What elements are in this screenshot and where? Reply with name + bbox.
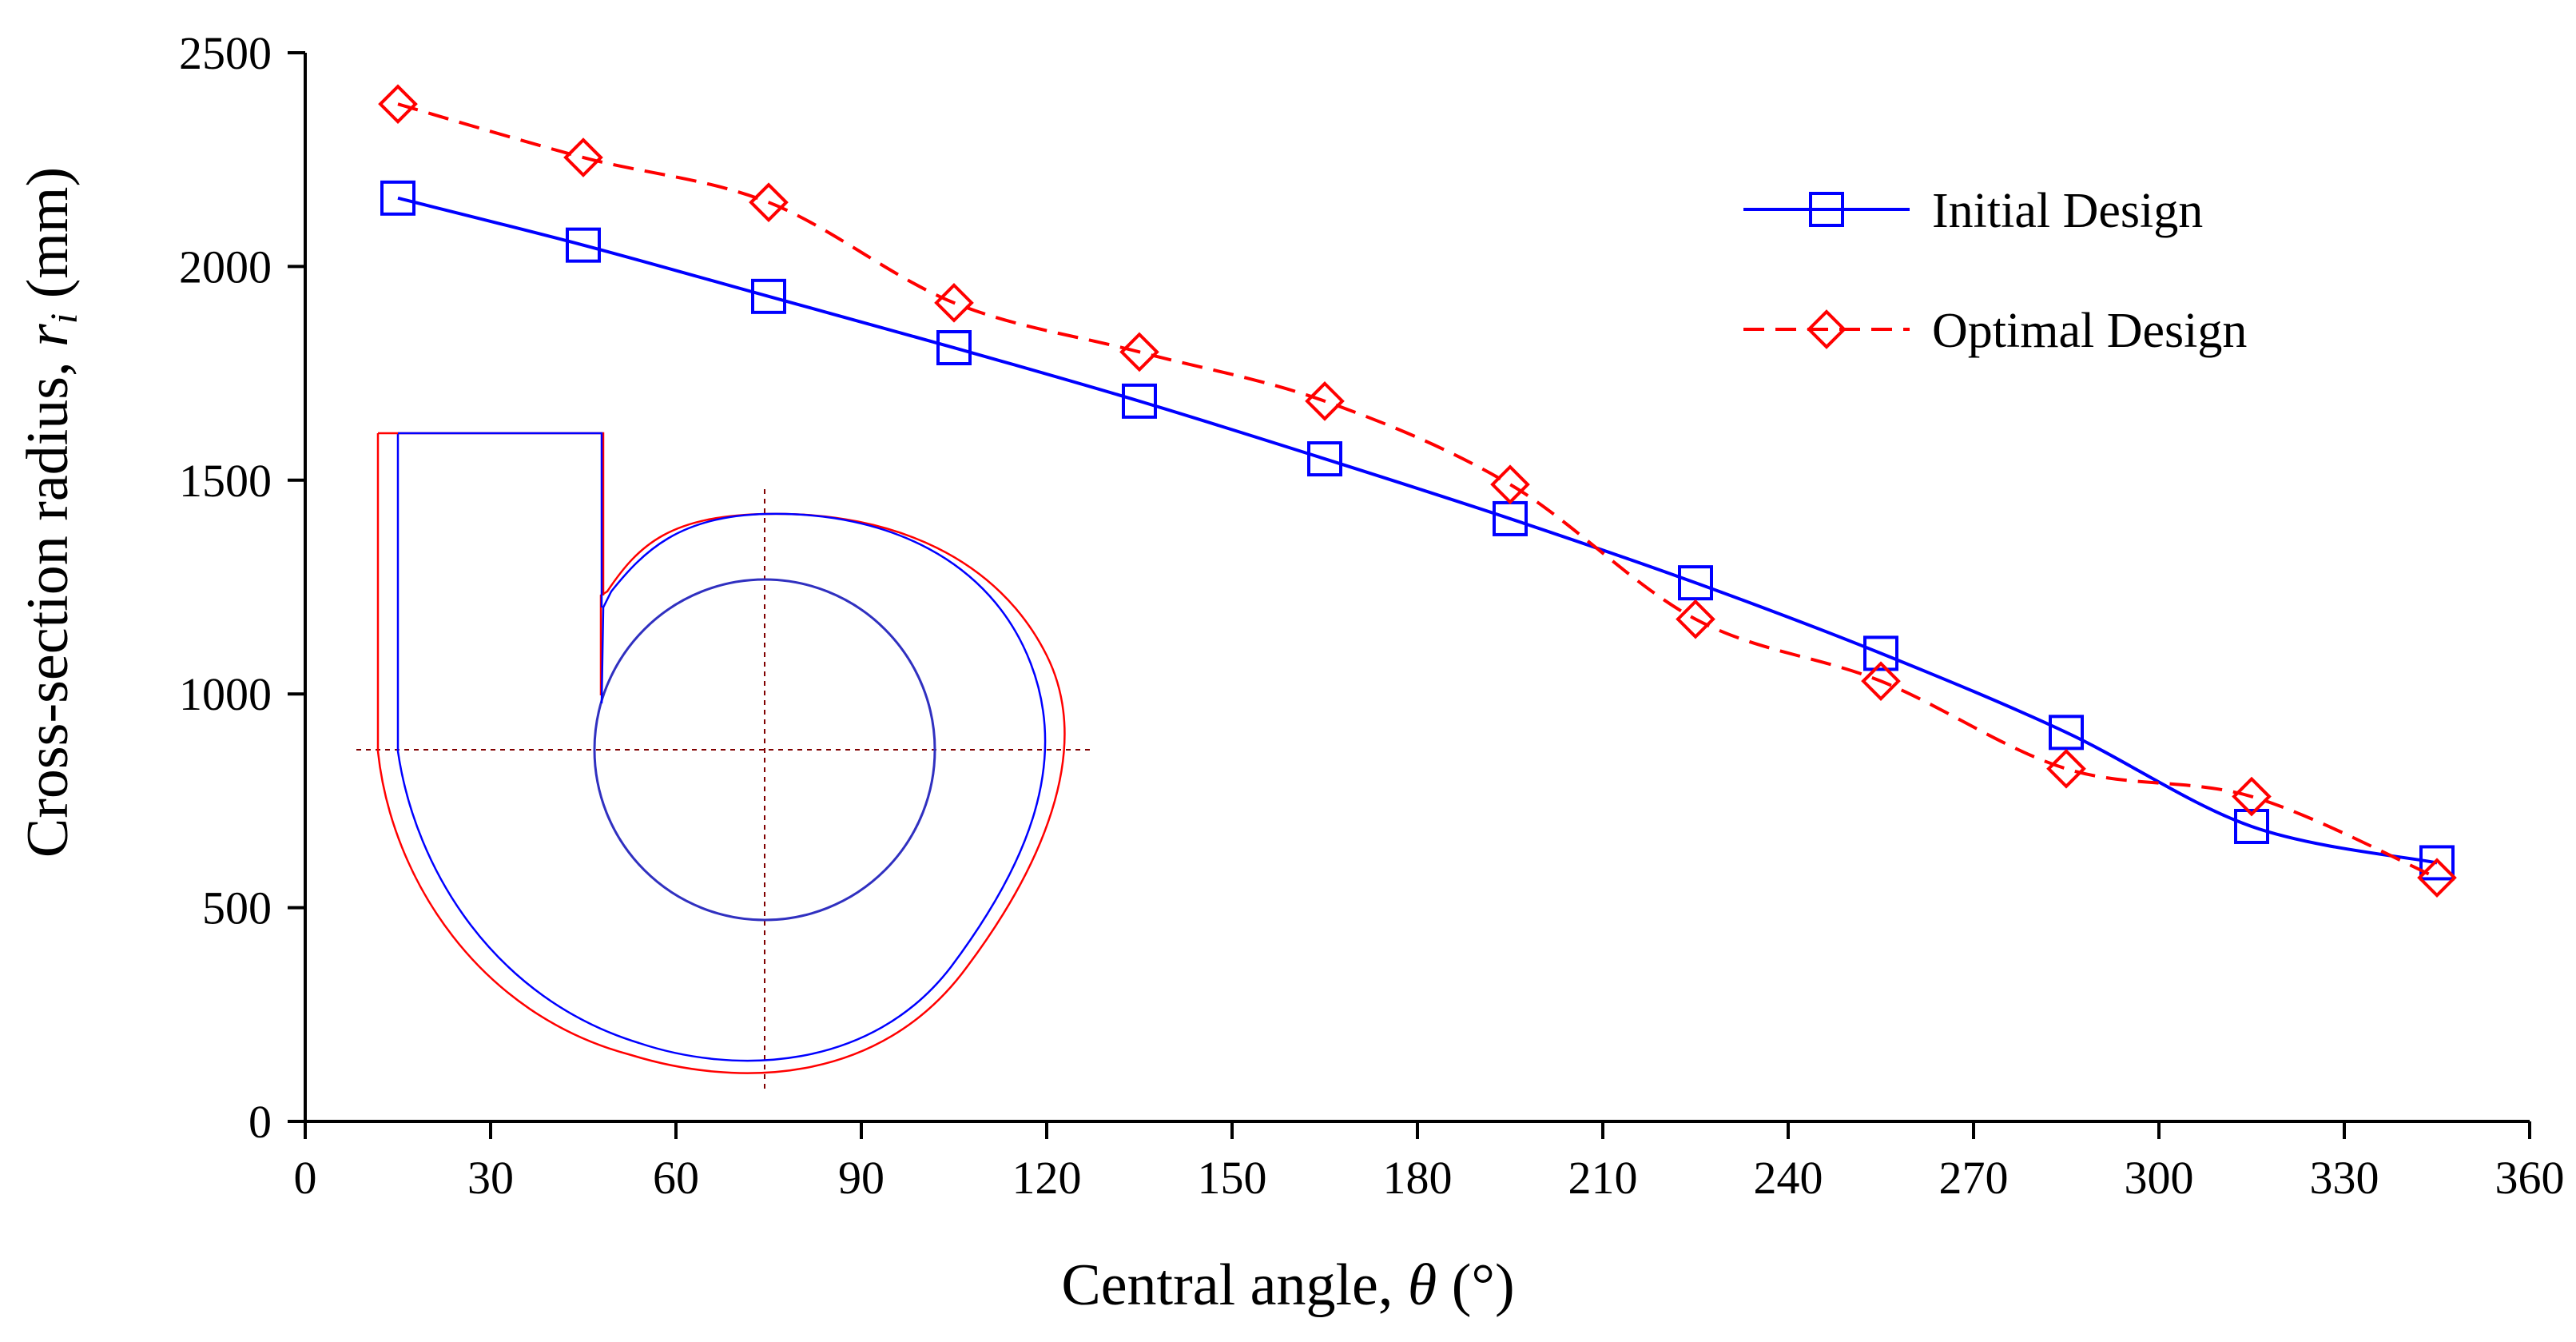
x-tick-label: 60 <box>653 1152 699 1204</box>
inset-initial-outline <box>396 433 1047 1062</box>
y-tick-label: 1000 <box>179 668 272 720</box>
x-tick-label: 330 <box>2310 1152 2379 1204</box>
x-tick-label: 120 <box>1012 1152 1082 1204</box>
x-tick-label: 240 <box>1754 1152 1823 1204</box>
data-point-initial-design <box>566 227 601 263</box>
data-point-initial-design <box>1307 441 1342 477</box>
y-axis-title-prefix: Cross-section radius, <box>15 347 81 858</box>
x-tick-label: 300 <box>2125 1152 2194 1204</box>
y-axis-title-subscript: i <box>43 313 85 324</box>
volute-inset-diagram <box>356 432 1095 1091</box>
x-tick-label: 90 <box>838 1152 885 1204</box>
data-point-optimal-design <box>1861 661 1901 701</box>
legend-label-initial-design: Initial Design <box>1932 184 2203 238</box>
data-point-initial-design <box>2049 715 2084 751</box>
data-point-optimal-design <box>1676 599 1715 639</box>
legend-label-optimal-design: Optimal Design <box>1932 304 2247 358</box>
series-line-initial-design <box>397 196 2438 865</box>
legend-entry-optimal-design: Optimal Design <box>1743 304 2247 358</box>
x-axis-title: Central angle, θ (°) <box>1061 1252 1514 1318</box>
x-axis-title-suffix: (°) <box>1437 1252 1514 1318</box>
data-point-optimal-design <box>563 137 603 177</box>
chart-legend: Initial Design Optimal Design <box>1743 184 2247 358</box>
x-tick-label: 270 <box>1939 1152 2009 1204</box>
inset-optimal-outline <box>376 433 1066 1074</box>
data-point-initial-design <box>2419 845 2455 881</box>
legend-entry-initial-design: Initial Design <box>1743 184 2203 238</box>
data-point-initial-design <box>380 180 415 216</box>
data-point-optimal-design <box>2417 858 2457 898</box>
chart-axes: 0 30 60 90 120 150 180 210 240 270 300 330 360 0 500 10… <box>179 27 2565 1204</box>
y-axis-title: Cross-section radius, ri (mm) <box>15 167 85 858</box>
data-point-optimal-design <box>749 182 789 223</box>
x-tick-label: 0 <box>294 1152 317 1204</box>
x-tick-label: 150 <box>1198 1152 1267 1204</box>
x-tick-label: 180 <box>1383 1152 1453 1204</box>
y-tick-label: 2500 <box>179 27 272 79</box>
y-tick-label: 1500 <box>179 455 272 507</box>
legend-marker-initial-design <box>1809 192 1844 227</box>
data-point-optimal-design <box>934 283 974 323</box>
y-tick-label: 2000 <box>179 241 272 293</box>
data-point-initial-design <box>1678 565 1713 601</box>
inset-impeller-circle <box>593 578 936 922</box>
y-axis-title-symbol: r <box>15 323 81 347</box>
data-point-initial-design <box>936 330 972 366</box>
inset-optimal-outlet <box>378 432 605 595</box>
x-tick-label: 210 <box>1568 1152 1638 1204</box>
data-point-optimal-design <box>2046 748 2086 789</box>
y-tick-label: 0 <box>248 1096 272 1148</box>
data-point-optimal-design <box>1490 464 1530 504</box>
data-point-initial-design <box>1122 383 1157 419</box>
series-optimal-design <box>378 84 2457 898</box>
data-point-optimal-design <box>378 84 418 125</box>
data-point-initial-design <box>2234 808 2269 844</box>
data-point-optimal-design <box>1119 332 1159 372</box>
series-initial-design <box>380 180 2455 881</box>
x-axis-title-symbol: θ <box>1408 1252 1437 1318</box>
series-layer <box>378 84 2457 898</box>
y-axis-title-suffix: (mm) <box>15 167 81 313</box>
x-tick-label: 360 <box>2495 1152 2565 1204</box>
y-tick-label: 500 <box>202 882 272 934</box>
x-tick-label: 30 <box>467 1152 514 1204</box>
data-point-initial-design <box>1863 635 1898 671</box>
inset-initial-outlet <box>398 432 603 607</box>
data-point-optimal-design <box>1305 381 1345 421</box>
x-axis-title-prefix: Central angle, <box>1061 1252 1408 1318</box>
legend-marker-optimal-design <box>1807 309 1847 349</box>
data-point-initial-design <box>751 278 786 314</box>
data-point-optimal-design <box>2232 776 2272 817</box>
